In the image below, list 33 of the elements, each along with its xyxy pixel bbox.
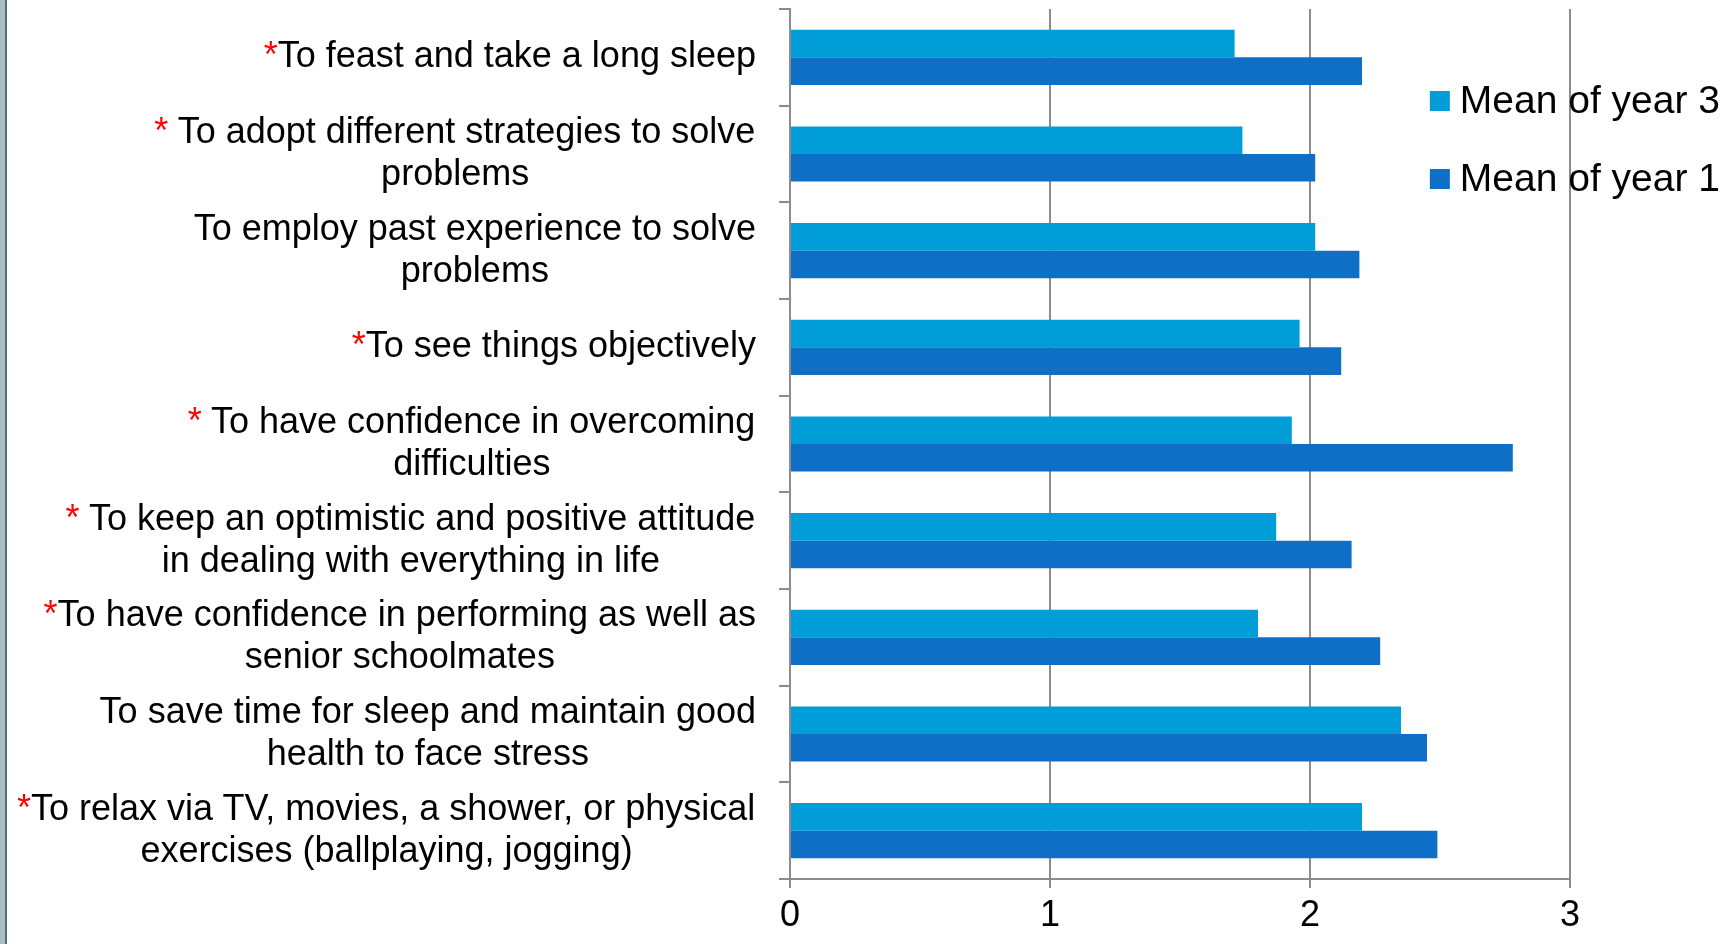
y-tick-label: To save time for sleep and maintain good health to face stress bbox=[99, 689, 757, 773]
y-tick-label: *To feast and take a long sleep bbox=[263, 34, 757, 76]
bar bbox=[791, 154, 1316, 182]
y-tick-label: * To adopt different strategies to solve problems bbox=[154, 109, 756, 193]
y-tick-label: *To see things objectively bbox=[351, 324, 757, 366]
bar bbox=[791, 416, 1292, 444]
bar bbox=[791, 126, 1243, 154]
x-tick-label: 3 bbox=[1559, 892, 1581, 934]
x-tick-label: 0 bbox=[779, 892, 801, 934]
x-tick-label: 2 bbox=[1299, 892, 1321, 934]
bar bbox=[791, 706, 1401, 734]
bar bbox=[791, 444, 1513, 472]
bar bbox=[791, 347, 1342, 375]
bar bbox=[791, 830, 1438, 859]
bar bbox=[791, 803, 1362, 831]
legend-label: Mean of year 1 bbox=[1459, 155, 1721, 199]
y-tick-label: * To have confidence in overcoming difficulties bbox=[187, 399, 756, 483]
bar bbox=[791, 609, 1258, 638]
bar bbox=[791, 513, 1277, 541]
bar bbox=[791, 637, 1381, 665]
bar bbox=[791, 540, 1352, 569]
y-tick-label: * To keep an optimistic and positive attitude in dealing with everything in life bbox=[65, 496, 756, 580]
x-tick-label: 1 bbox=[1039, 892, 1061, 934]
bar bbox=[791, 319, 1300, 348]
y-tick-label: To employ past experience to solve problems bbox=[193, 206, 757, 290]
legend-label: Mean of year 3 bbox=[1459, 77, 1721, 121]
y-tick-label: *To relax via TV, movies, a shower, or physical exercises (ballplaying, jogging) bbox=[17, 786, 756, 870]
bar bbox=[791, 734, 1427, 762]
y-tick-label: *To have confidence in performing as well as senior schoolmates bbox=[43, 593, 756, 677]
bar bbox=[791, 29, 1235, 58]
bar bbox=[791, 223, 1316, 251]
bar bbox=[791, 57, 1362, 85]
bar bbox=[791, 250, 1360, 279]
